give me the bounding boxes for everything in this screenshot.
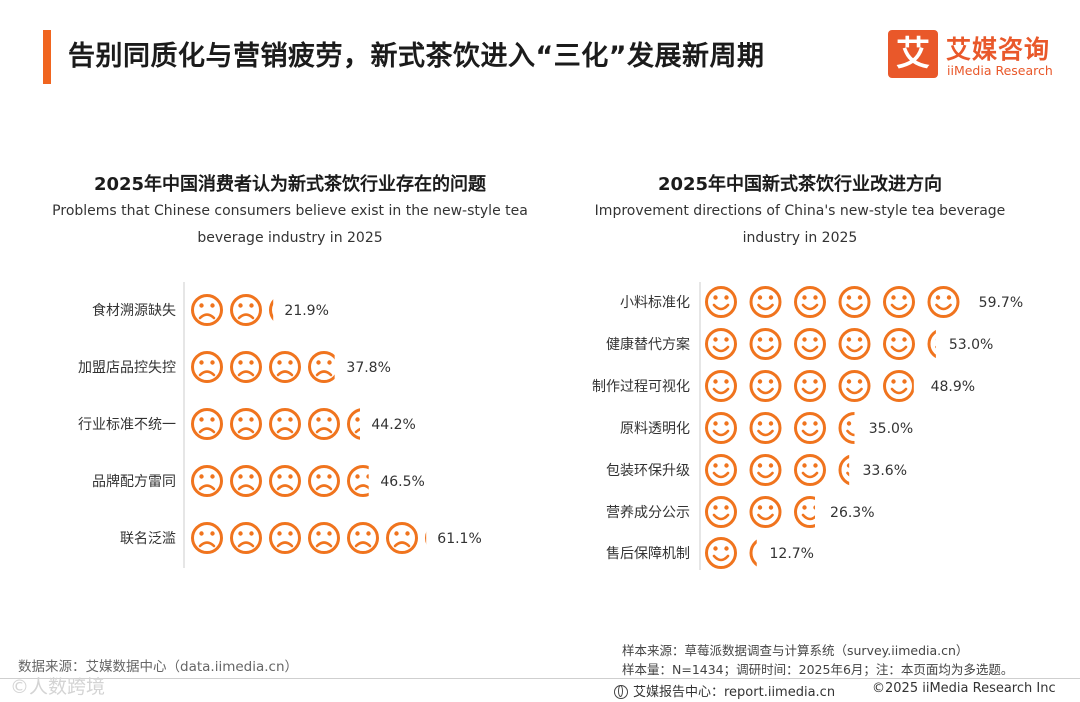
category-label: 品牌配方雷同 [92,473,176,490]
category-label: 售后保障机制 [606,546,690,562]
value-label: 48.9% [931,379,975,395]
title-accent-bar [43,30,51,84]
happy-face-icon [749,328,782,360]
value-label: 35.0% [869,421,913,437]
sad-face-icon [347,465,369,497]
right-chart-title: 2025年中国新式茶饮行业改进方向 [657,174,943,195]
sad-face-icon [230,294,262,326]
happy-face-icon [838,370,871,402]
sad-face-icon [230,465,262,497]
sad-face-icon [269,465,301,497]
happy-face-icon [927,329,936,359]
sad-face-icon [230,408,262,440]
category-label: 食材溯源缺失 [92,302,176,319]
logo-text-en: iiMedia Research [947,63,1053,78]
happy-face-icon [749,370,782,402]
globe-icon [614,685,628,699]
sad-face-icon [269,522,301,554]
category-label: 营养成分公示 [606,505,690,521]
chart-improvements: 小料标准化 59.7% 健康替代方案 53.0% 制作过程可视化 48.9% 原料透明化 35… [592,282,1023,570]
category-label: 行业标准不统一 [78,417,176,433]
happy-face-icon [705,496,737,528]
sad-face-icon [230,351,262,383]
happy-face-icon [705,328,737,360]
category-label: 小料标准化 [620,295,690,311]
watermark: ©人数跨境 [10,676,106,698]
happy-face-icon [838,454,850,486]
logo-text-cn: 艾媒咨询 [946,35,1051,64]
sad-face-icon [386,522,418,554]
sad-face-icon [308,522,340,554]
happy-face-icon [749,539,757,567]
value-label: 44.2% [371,417,415,433]
happy-face-icon [705,454,737,486]
value-label: 26.3% [830,505,874,521]
happy-face-icon [838,412,855,444]
happy-face-icon [794,454,826,486]
chart-problems: 食材溯源缺失 21.9% 加盟店品控失控 37.8% 行业标准不统一 44.2% 品牌配方雷… [78,282,482,568]
happy-face-icon [794,370,826,402]
sad-face-icon [230,522,262,554]
happy-face-icon [705,537,737,569]
sample-info: 样本量：N=1434；调研时间：2025年6月；注：本页面均为多选题。 [622,662,1014,677]
left-chart-subtitle: Problems that Chinese consumers believe … [52,203,528,246]
copyright: ©2025 iiMedia Research Inc [872,681,1056,696]
category-label: 原料透明化 [620,421,690,437]
happy-face-icon [749,286,782,318]
sad-face-icon [191,522,223,554]
value-label: 53.0% [949,337,993,353]
happy-face-icon [927,286,960,318]
value-label: 59.7% [979,295,1023,311]
happy-face-icon [794,286,826,318]
sad-face-icon [191,294,223,326]
happy-face-icon [883,370,914,402]
value-label: 33.6% [863,463,907,479]
sad-face-icon [347,522,379,554]
sad-face-icon [191,408,223,440]
happy-face-icon [749,496,782,528]
sad-face-icon [191,351,223,383]
happy-face-icon [749,454,782,486]
sad-face-icon [269,408,301,440]
category-label: 加盟店品控失控 [78,360,176,376]
sad-face-icon [308,408,340,440]
sad-face-icon [308,351,335,383]
footer-divider [0,678,1080,679]
happy-face-icon [794,412,826,444]
happy-face-icon [705,412,737,444]
iimedia-logo: 艾 艾媒咨询 iiMedia Research [888,30,1068,82]
happy-face-icon [794,328,826,360]
report-center-text: 艾媒报告中心：report.iimedia.cn [633,685,836,700]
value-label: 37.8% [346,360,390,376]
happy-face-icon [883,328,915,360]
happy-face-icon [705,370,737,402]
category-label: 制作过程可视化 [592,379,690,395]
left-chart-title: 2025年中国消费者认为新式茶饮行业存在的问题 [93,174,487,195]
happy-face-icon [838,286,871,318]
value-label: 46.5% [380,474,424,490]
category-label: 包装环保升级 [606,463,690,479]
report-center-link[interactable]: 艾媒报告中心：report.iimedia.cn [614,681,835,700]
happy-face-icon [794,496,815,528]
page-title: 告别同质化与营销疲劳，新式茶饮进入“三化”发展新周期 [68,41,765,72]
happy-face-icon [749,412,782,444]
happy-face-icon [838,328,871,360]
data-source: 数据来源：艾媒数据中心（data.iimedia.cn） [18,659,299,675]
happy-face-icon [705,286,737,318]
category-label: 联名泛滥 [120,531,176,547]
category-label: 健康替代方案 [606,336,690,353]
value-label: 12.7% [770,546,814,562]
sad-face-icon [347,408,360,440]
value-label: 61.1% [437,531,481,547]
value-label: 21.9% [284,303,328,319]
sad-face-icon [191,465,223,497]
logo-mark-icon: 艾 [888,30,938,78]
happy-face-icon [883,286,915,318]
sad-face-icon [269,351,301,383]
sample-source: 样本来源：草莓派数据调查与计算系统（survey.iimedia.cn） [622,643,969,658]
sad-face-icon [308,465,340,497]
sad-face-icon [269,299,274,321]
right-chart-subtitle: Improvement directions of China's new-st… [594,203,1006,246]
